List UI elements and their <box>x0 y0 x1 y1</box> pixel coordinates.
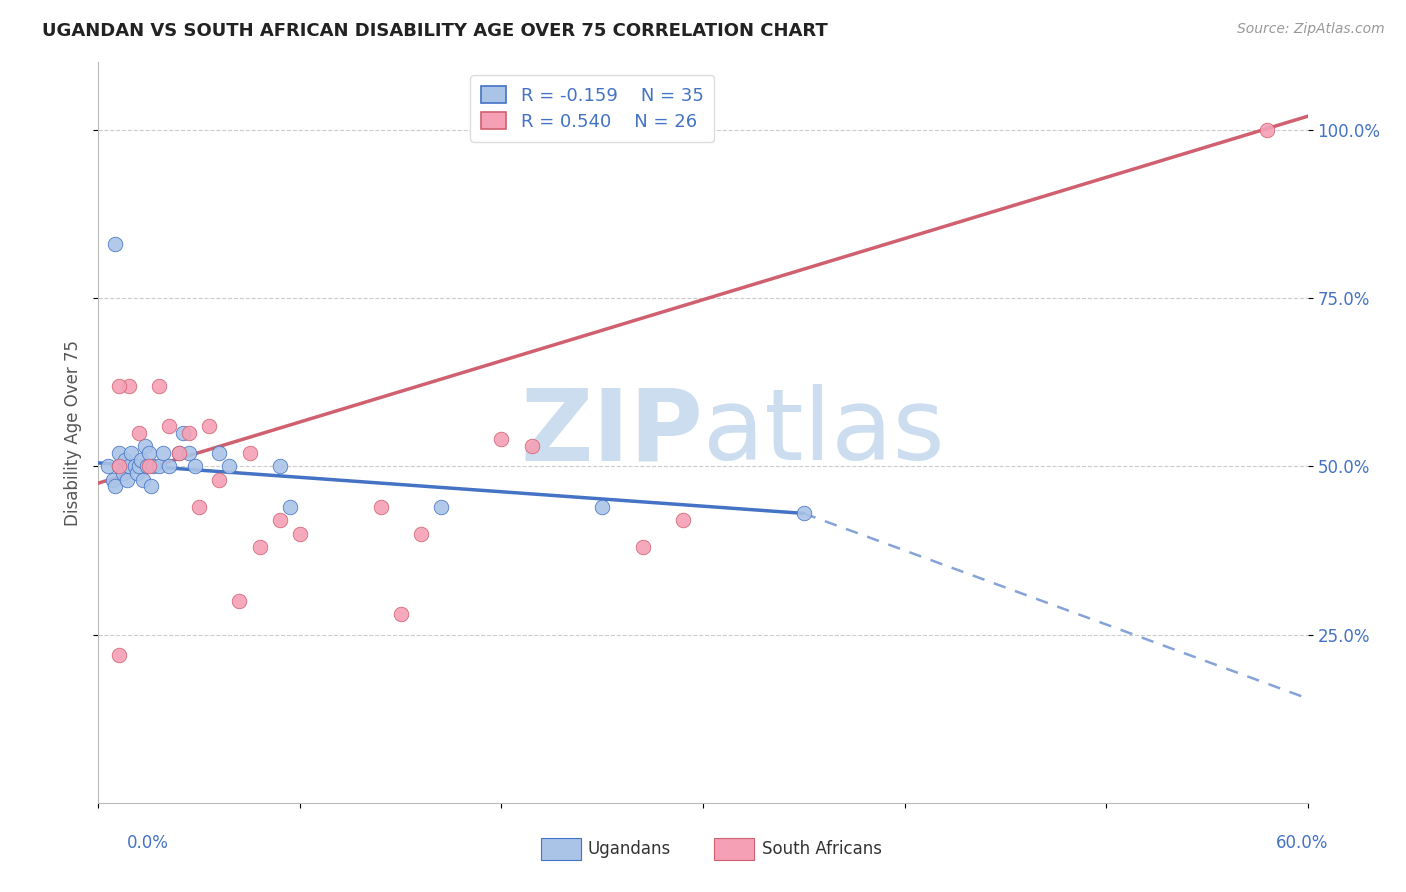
Point <box>152 446 174 460</box>
Point <box>107 459 129 474</box>
Text: 60.0%: 60.0% <box>1277 834 1329 852</box>
Point <box>389 607 412 622</box>
Point <box>114 452 136 467</box>
Point <box>128 459 150 474</box>
Point <box>198 418 221 433</box>
Point <box>208 473 231 487</box>
Point <box>139 479 162 493</box>
Point <box>520 439 543 453</box>
Y-axis label: Disability Age Over 75: Disability Age Over 75 <box>65 340 83 525</box>
Point <box>135 459 157 474</box>
Text: 0.0%: 0.0% <box>127 834 169 852</box>
Text: UGANDAN VS SOUTH AFRICAN DISABILITY AGE OVER 75 CORRELATION CHART: UGANDAN VS SOUTH AFRICAN DISABILITY AGE … <box>42 22 828 40</box>
Point <box>430 500 453 514</box>
Point <box>128 425 150 440</box>
Point <box>269 513 291 527</box>
Point <box>288 526 311 541</box>
Text: Source: ZipAtlas.com: Source: ZipAtlas.com <box>1237 22 1385 37</box>
Text: atlas: atlas <box>703 384 945 481</box>
Point <box>157 418 180 433</box>
Point <box>631 540 654 554</box>
Point <box>142 459 165 474</box>
Point <box>278 500 301 514</box>
Point <box>157 459 180 474</box>
Point <box>249 540 271 554</box>
Point <box>115 473 138 487</box>
Point <box>591 500 613 514</box>
Point <box>172 425 194 440</box>
Point <box>167 446 190 460</box>
Point <box>269 459 291 474</box>
Point <box>208 446 231 460</box>
Point <box>107 459 129 474</box>
Point <box>793 507 815 521</box>
Point <box>218 459 240 474</box>
Point <box>118 378 141 392</box>
Point <box>491 433 513 447</box>
Point <box>148 378 170 392</box>
Text: Ugandans: Ugandans <box>588 840 671 858</box>
Point <box>101 473 124 487</box>
Point <box>124 459 146 474</box>
Point <box>129 452 152 467</box>
Point <box>167 446 190 460</box>
Point <box>148 459 170 474</box>
Point <box>97 459 120 474</box>
Point <box>1256 122 1278 136</box>
Point <box>107 446 129 460</box>
Point <box>138 446 160 460</box>
Text: ZIP: ZIP <box>520 384 703 481</box>
Point <box>184 459 207 474</box>
Point <box>111 466 134 480</box>
Point <box>672 513 695 527</box>
Point <box>107 378 129 392</box>
Point <box>103 237 125 252</box>
Point <box>239 446 262 460</box>
Point <box>138 459 160 474</box>
Legend: R = -0.159    N = 35, R = 0.540    N = 26: R = -0.159 N = 35, R = 0.540 N = 26 <box>470 75 714 142</box>
Point <box>103 479 125 493</box>
Text: South Africans: South Africans <box>762 840 882 858</box>
Point <box>132 473 155 487</box>
Point <box>118 459 141 474</box>
Point <box>134 439 156 453</box>
Point <box>179 425 201 440</box>
Point <box>125 466 148 480</box>
Point <box>107 648 129 662</box>
Point <box>179 446 201 460</box>
Point <box>370 500 392 514</box>
Point <box>120 446 142 460</box>
Point <box>228 594 250 608</box>
Point <box>409 526 432 541</box>
Point <box>188 500 211 514</box>
